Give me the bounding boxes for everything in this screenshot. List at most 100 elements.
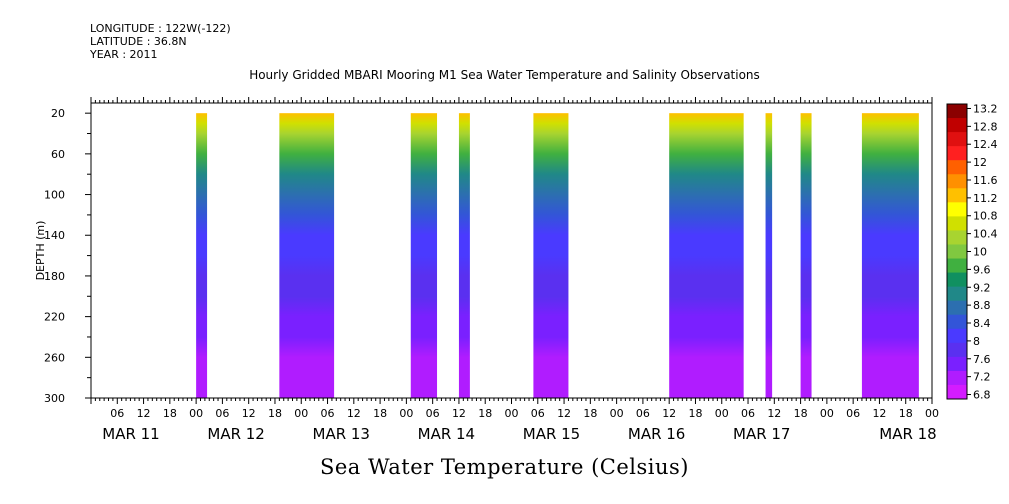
x-hour-tick-label: 00 <box>189 407 203 420</box>
latitude-label: LATITUDE : 36.8N <box>90 35 187 48</box>
data-segment <box>669 113 744 398</box>
colorbar-swatch <box>947 118 967 133</box>
colorbar-label: 11.6 <box>973 174 998 187</box>
x-hour-tick-label: 06 <box>636 407 650 420</box>
x-hour-tick-label: 00 <box>925 407 939 420</box>
y-tick-label: 20 <box>51 107 65 120</box>
colorbar-swatch <box>947 146 967 161</box>
colorbar-swatch <box>947 188 967 203</box>
colorbar-swatch <box>947 286 967 302</box>
x-hour-tick-label: 12 <box>557 407 571 420</box>
x-hour-tick-label: 12 <box>452 407 466 420</box>
x-hour-tick-label: 00 <box>715 407 729 420</box>
colorbar-title: Sea Water Temperature (Celsius) <box>319 455 689 479</box>
data-segment <box>765 113 773 398</box>
colorbar-swatch <box>947 328 967 344</box>
x-day-label: MAR 18 <box>879 425 936 443</box>
colorbar-label: 10.4 <box>973 228 998 241</box>
x-hour-tick-label: 06 <box>215 407 229 420</box>
data-segment <box>279 113 335 398</box>
colorbar-swatch <box>947 216 967 231</box>
y-tick-label: 180 <box>44 270 65 283</box>
x-day-label: MAR 12 <box>207 425 264 443</box>
colorbar-swatch <box>947 104 967 119</box>
x-hour-tick-label: 06 <box>741 407 755 420</box>
colorbar-label: 8.8 <box>973 299 991 312</box>
colorbar-label: 12.4 <box>973 138 998 151</box>
x-hour-tick-label: 00 <box>610 407 624 420</box>
colorbar-label: 9.2 <box>973 281 991 294</box>
x-hour-tick-label: 12 <box>662 407 676 420</box>
colorbar-swatch <box>947 160 967 175</box>
data-segment <box>861 113 919 398</box>
x-day-label: MAR 15 <box>523 425 580 443</box>
colorbar-label: 9.6 <box>973 263 991 276</box>
chart-title: Hourly Gridded MBARI Mooring M1 Sea Wate… <box>249 68 760 82</box>
x-hour-tick-label: 12 <box>347 407 361 420</box>
y-tick-label: 300 <box>44 392 65 405</box>
x-hour-tick-label: 00 <box>399 407 413 420</box>
x-hour-tick-label: 18 <box>583 407 597 420</box>
colorbar-label: 6.8 <box>973 389 991 402</box>
colorbar-swatch <box>947 230 967 245</box>
data-segment <box>196 113 208 398</box>
data-segment <box>458 113 470 398</box>
x-day-label: MAR 14 <box>418 425 475 443</box>
longitude-label: LONGITUDE : 122W(-122) <box>90 22 231 35</box>
y-tick-label: 220 <box>44 311 65 324</box>
colorbar-label: 13.2 <box>973 102 998 115</box>
colorbar-label: 8.4 <box>973 317 991 330</box>
x-day-label: MAR 17 <box>733 425 790 443</box>
colorbar-swatch <box>947 258 967 274</box>
colorbar-label: 12.8 <box>973 120 998 133</box>
colorbar-swatch <box>947 300 967 316</box>
x-hour-tick-label: 18 <box>268 407 282 420</box>
colorbar-label: 11.2 <box>973 192 998 205</box>
x-hour-tick-label: 18 <box>163 407 177 420</box>
x-hour-tick-label: 18 <box>478 407 492 420</box>
x-hour-tick-label: 06 <box>426 407 440 420</box>
y-axis-label: DEPTH (m) <box>34 221 47 281</box>
x-hour-tick-label: 00 <box>505 407 519 420</box>
x-hour-tick-label: 18 <box>688 407 702 420</box>
x-hour-tick-label: 12 <box>872 407 886 420</box>
data-segment <box>800 113 812 398</box>
y-tick-label: 60 <box>51 148 65 161</box>
colorbar-swatch <box>947 314 967 330</box>
x-hour-tick-label: 18 <box>794 407 808 420</box>
colorbar-swatch <box>947 342 967 358</box>
x-hour-tick-label: 00 <box>294 407 308 420</box>
y-tick-label: 260 <box>44 351 65 364</box>
x-hour-tick-label: 06 <box>531 407 545 420</box>
x-hour-tick-label: 06 <box>321 407 335 420</box>
data-segment <box>533 113 569 398</box>
year-label: YEAR : 2011 <box>90 48 158 61</box>
x-hour-tick-label: 18 <box>899 407 913 420</box>
colorbar-label: 12 <box>973 156 987 169</box>
colorbar-label: 10 <box>973 246 987 259</box>
y-tick-label: 100 <box>44 189 65 202</box>
colorbar-swatch <box>947 202 967 217</box>
x-hour-tick-label: 12 <box>242 407 256 420</box>
x-hour-tick-label: 00 <box>820 407 834 420</box>
location-info: LONGITUDE : 122W(-122) LATITUDE : 36.8N … <box>90 22 231 61</box>
colorbar-swatch <box>947 272 967 288</box>
x-hour-tick-label: 18 <box>373 407 387 420</box>
colorbar-swatch <box>947 174 967 189</box>
y-tick-label: 140 <box>44 229 65 242</box>
data-segment <box>410 113 438 398</box>
x-day-label: MAR 13 <box>313 425 370 443</box>
x-hour-tick-label: 06 <box>846 407 860 420</box>
x-hour-tick-label: 12 <box>137 407 151 420</box>
colorbar-label: 7.6 <box>973 353 991 366</box>
x-day-label: MAR 11 <box>102 425 159 443</box>
colorbar-swatch <box>947 132 967 147</box>
x-day-label: MAR 16 <box>628 425 685 443</box>
colorbar-swatch <box>947 384 967 400</box>
colorbar-label: 10.8 <box>973 210 998 223</box>
colorbar-swatch <box>947 244 967 260</box>
colorbar-label: 7.2 <box>973 371 991 384</box>
x-hour-tick-label: 06 <box>110 407 124 420</box>
colorbar-label: 8 <box>973 335 980 348</box>
